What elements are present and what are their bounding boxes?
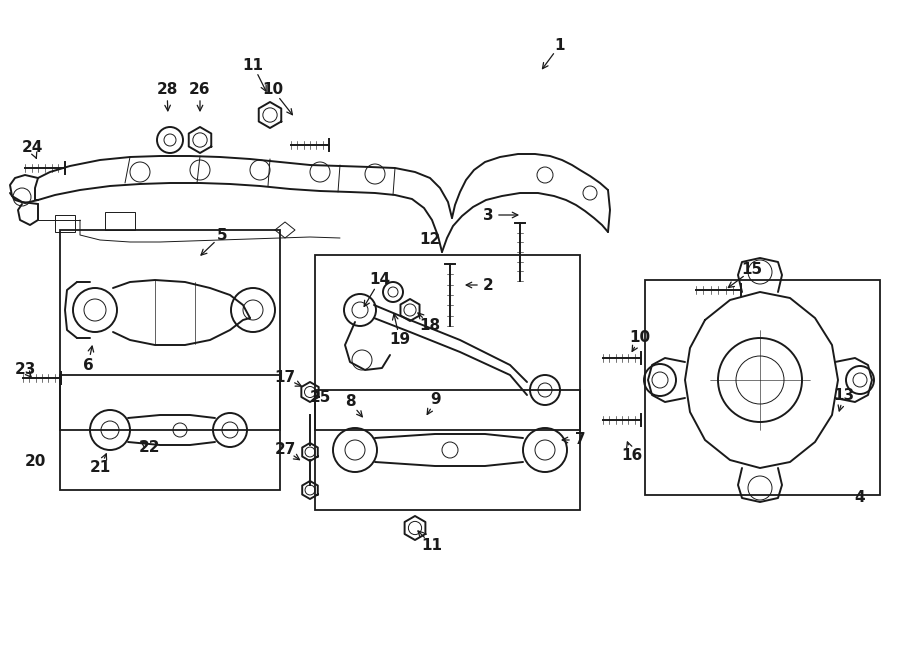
Text: 10: 10 [629, 330, 651, 346]
Text: 24: 24 [22, 141, 42, 155]
Bar [315, 390, 580, 510]
Text: 25: 25 [310, 391, 330, 405]
Text: 11: 11 [242, 58, 264, 73]
Bar [55, 215, 75, 232]
Text: 7: 7 [575, 432, 585, 447]
Text: 5: 5 [217, 227, 228, 243]
Text: 22: 22 [140, 440, 161, 455]
Text: 14: 14 [369, 272, 391, 288]
Text: 2: 2 [482, 278, 493, 293]
Text: 10: 10 [263, 83, 284, 98]
Text: 27: 27 [274, 442, 296, 457]
Text: 17: 17 [274, 371, 295, 385]
Text: 16: 16 [621, 447, 643, 463]
Text: 11: 11 [421, 537, 443, 553]
Bar [60, 230, 280, 430]
Text: 28: 28 [157, 83, 177, 98]
Text: 4: 4 [855, 490, 865, 506]
Text: 26: 26 [189, 83, 211, 98]
Text: 23: 23 [14, 362, 36, 377]
Text: 1: 1 [554, 38, 565, 52]
Text: 3: 3 [482, 208, 493, 223]
Text: 20: 20 [24, 455, 46, 469]
Bar [60, 375, 280, 490]
Text: 9: 9 [431, 393, 441, 407]
Bar [645, 280, 880, 495]
Text: 13: 13 [833, 387, 855, 403]
Text: 12: 12 [419, 233, 441, 247]
Text: 15: 15 [742, 262, 762, 278]
Text: 8: 8 [345, 395, 356, 410]
Bar [315, 255, 580, 430]
Text: 19: 19 [390, 332, 410, 348]
Text: 18: 18 [419, 317, 441, 332]
Bar [105, 212, 135, 230]
Text: 21: 21 [89, 461, 111, 475]
Text: 6: 6 [83, 358, 94, 373]
